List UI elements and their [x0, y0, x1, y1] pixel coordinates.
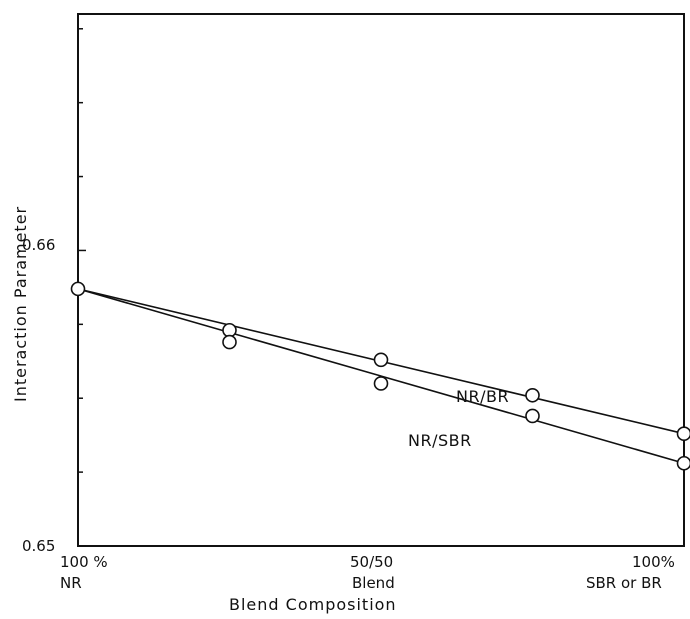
x-tick-label: 100 %: [60, 553, 108, 571]
x-axis-label: Blend Composition: [229, 595, 397, 614]
data-point-nr-sbr: [373, 376, 389, 391]
series-label-nr-br: NR/BR: [456, 387, 509, 406]
series-markers: [70, 281, 690, 471]
plot-frame: [77, 13, 685, 547]
series-line-nr-sbr: [77, 288, 685, 465]
series-lines: [77, 288, 685, 465]
data-point-nr-br: [70, 281, 86, 297]
x-tick-label: Blend: [352, 574, 395, 592]
y-tick-label: 0.65: [22, 537, 55, 555]
chart-labels: 0.65 0.66 100 % NR 50/50 Blend 100% SBR …: [11, 206, 675, 614]
data-point-nr-sbr: [525, 408, 540, 424]
data-point-nr-sbr: [222, 334, 237, 350]
data-point-nr-br: [525, 387, 540, 403]
data-point-nr-br: [373, 352, 389, 368]
y-tick-label: 0.66: [22, 236, 55, 254]
data-point-nr-sbr: [676, 455, 690, 471]
y-axis-label: Interaction Parameter: [11, 206, 30, 402]
x-tick-label: NR: [60, 574, 82, 592]
x-tick-label: 100%: [632, 553, 675, 571]
series-label-nr-sbr: NR/SBR: [408, 431, 472, 450]
x-tick-label: SBR or BR: [586, 574, 662, 592]
axis-ticks: [78, 28, 86, 547]
x-tick-label: 50/50: [350, 553, 393, 571]
data-point-nr-br: [676, 426, 690, 441]
